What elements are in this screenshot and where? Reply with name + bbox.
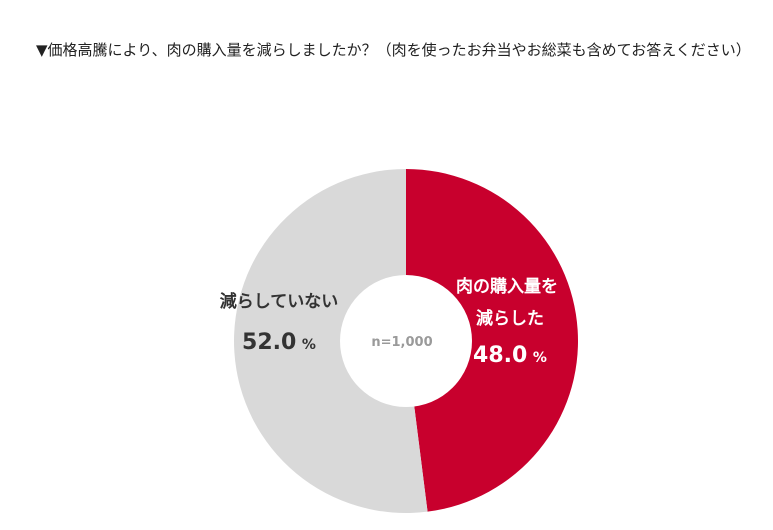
- slice-value-reduced-unit: %: [533, 350, 547, 366]
- slice-label-not-reduced: 減らしていない: [220, 291, 339, 312]
- slice-value-not-reduced: 52.0 %: [242, 330, 316, 355]
- slice-value-not-reduced-number: 52.0: [242, 330, 296, 355]
- donut-slices: [234, 169, 578, 513]
- slice-label-reduced-line-2: 減らした: [476, 308, 544, 329]
- question-text: ▼価格高騰により、肉の購入量を減らしましたか？（肉を使ったお弁当やお総菜も含めて…: [36, 41, 751, 59]
- donut-center: [340, 275, 472, 407]
- slice-reduced: [406, 169, 578, 512]
- slice-not-reduced: [234, 169, 428, 513]
- slice-label-reduced-line-1: 肉の購入量を: [456, 276, 558, 297]
- slice-value-not-reduced-unit: %: [302, 337, 316, 353]
- slice-value-reduced: 48.0 %: [473, 343, 547, 368]
- slice-label-not-reduced-line-1: 減らしていない: [220, 291, 339, 312]
- center-label-n: n=1,000: [371, 335, 432, 350]
- slice-label-reduced: 肉の購入量を 減らした: [456, 276, 564, 329]
- slice-value-reduced-number: 48.0: [473, 343, 527, 368]
